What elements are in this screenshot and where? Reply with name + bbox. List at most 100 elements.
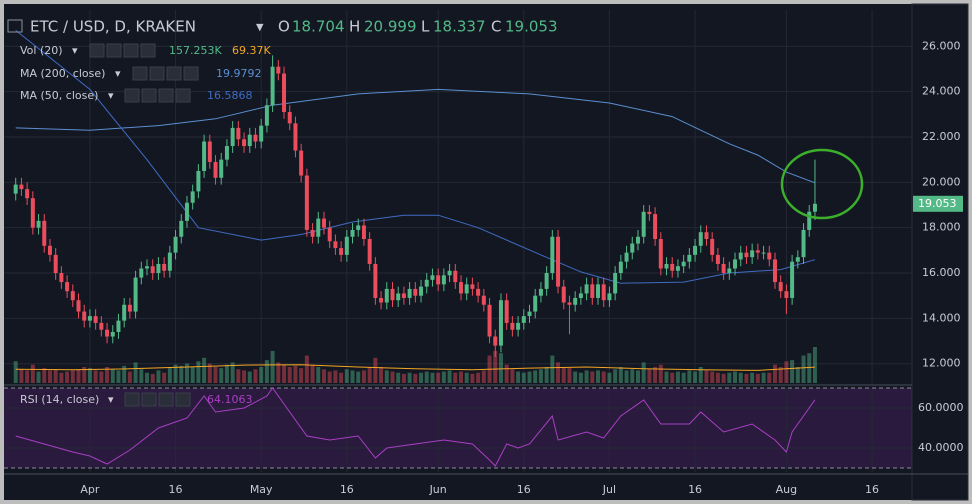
candle-body: [419, 286, 424, 296]
candle-body: [635, 236, 640, 244]
volume-bar: [493, 350, 498, 383]
candle-body: [493, 336, 498, 346]
candle-body: [202, 141, 207, 171]
volume-bar: [356, 371, 361, 383]
candle-body: [521, 316, 526, 323]
candle-body: [99, 322, 104, 330]
candle-body: [339, 248, 344, 255]
volume-bar: [253, 369, 258, 383]
volume-bar: [259, 366, 264, 383]
legend-ma50[interactable]: MA (50, close): [20, 89, 98, 102]
candle-body: [556, 236, 561, 287]
candle-body: [504, 300, 509, 323]
dropdown-caret[interactable]: ▾: [115, 67, 121, 80]
volume-bar: [59, 372, 64, 383]
dropdown-caret[interactable]: ▾: [72, 44, 78, 57]
legend-icons[interactable]: [124, 88, 191, 103]
volume-bar: [738, 372, 743, 383]
volume-bar: [367, 366, 372, 383]
candle-body: [584, 284, 589, 294]
candle-body: [82, 311, 87, 321]
volume-bar: [613, 369, 618, 383]
legend-volume[interactable]: Vol (20): [20, 44, 63, 57]
highlight-circle: [780, 148, 864, 220]
candle-body: [641, 211, 646, 237]
candle-body: [139, 268, 144, 278]
dropdown-caret[interactable]: ▾: [108, 89, 114, 102]
candle-body: [247, 134, 252, 147]
volume-bar: [202, 357, 207, 383]
volume-bar: [282, 364, 287, 383]
volume-bar: [379, 366, 384, 383]
legend-icons[interactable]: [132, 66, 199, 81]
volume-bar: [105, 366, 110, 383]
volume-bar: [293, 365, 298, 383]
dropdown-caret[interactable]: ▾: [108, 393, 114, 406]
candle-body: [184, 202, 189, 221]
candle-body: [373, 263, 378, 298]
candle-body: [550, 236, 555, 274]
candle-body: [647, 211, 652, 215]
candle-body: [801, 229, 806, 258]
chart-title[interactable]: ETC / USD, D, KRAKEN: [30, 18, 196, 36]
volume-ma-line: [15, 364, 815, 371]
volume-bar: [721, 373, 726, 383]
volume-bar: [624, 370, 629, 383]
candle-body: [196, 170, 201, 192]
volume-bar: [213, 366, 218, 383]
legend-ma200[interactable]: MA (200, close): [20, 67, 105, 80]
candle-body: [167, 252, 172, 271]
volume-bar: [327, 371, 332, 383]
volume-bar: [145, 372, 150, 383]
candle-body: [601, 284, 606, 301]
volume-bar: [687, 370, 692, 383]
ohlc-label: H: [349, 18, 360, 36]
volume-bar: [510, 369, 515, 383]
candle-body: [721, 263, 726, 274]
volume-bar: [287, 366, 292, 383]
candle-body: [790, 261, 795, 298]
volume-bar: [93, 370, 98, 383]
legend-rsi[interactable]: RSI (14, close): [20, 393, 99, 406]
volume-bar: [162, 372, 167, 383]
volume-bar: [276, 362, 281, 383]
candle-body: [367, 239, 372, 264]
candle-body: [464, 284, 469, 294]
candle-body: [681, 261, 686, 267]
candle-body: [470, 284, 475, 289]
candle-body: [59, 273, 64, 283]
legend-icons[interactable]: [124, 392, 191, 407]
candle-body: [304, 175, 309, 230]
x-tick-label: May: [250, 483, 273, 496]
volume-bar: [333, 370, 338, 383]
candle-body: [236, 127, 241, 140]
legend-ma50-value: 16.5868: [207, 89, 253, 102]
candle-body: [133, 277, 138, 312]
menu-icon[interactable]: [7, 19, 23, 33]
dropdown-caret[interactable]: ▾: [256, 18, 264, 36]
legend-icons[interactable]: [89, 43, 156, 58]
candle-body: [778, 282, 783, 292]
volume-bar: [384, 370, 389, 383]
volume-bar: [755, 373, 760, 383]
legend-ma200-value: 19.9792: [216, 67, 262, 80]
candle-body: [567, 302, 572, 305]
candle-body: [510, 322, 515, 330]
volume-bar: [681, 372, 686, 383]
volume-bar: [607, 372, 612, 383]
candle-body: [487, 304, 492, 337]
volume-bar: [127, 371, 132, 383]
candle-body: [767, 252, 772, 260]
candle-body: [105, 329, 110, 337]
volume-bar: [179, 365, 184, 383]
candle-body: [207, 141, 212, 162]
rsi-band-fill: [4, 388, 912, 468]
candle-body: [441, 275, 446, 285]
candle-body: [738, 252, 743, 260]
candle-body: [447, 270, 452, 276]
candle-body: [316, 218, 321, 237]
candle-body: [224, 146, 229, 160]
x-tick-label: 16: [340, 483, 354, 496]
candle-body: [156, 263, 161, 274]
candle-body: [664, 263, 669, 269]
